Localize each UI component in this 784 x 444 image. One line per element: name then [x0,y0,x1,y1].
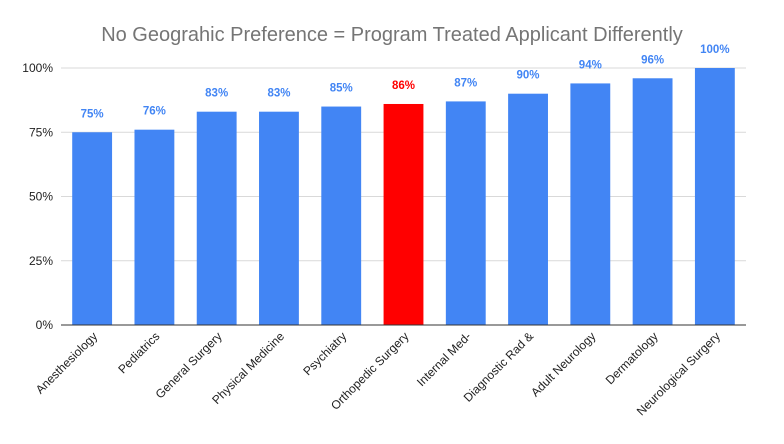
y-tick-label: 100% [22,61,53,75]
bar [383,103,424,325]
x-tick-label: Internal Med- [414,329,474,389]
data-label: 87% [454,77,477,89]
x-tick-label: Adult Neurology [528,329,598,399]
x-tick-label: General Surgery [153,329,225,401]
data-label: 85% [330,83,353,95]
y-tick-label: 50% [29,190,53,204]
bar [259,111,299,325]
data-label: 94% [579,59,602,71]
x-tick-label: Anesthesiology [33,329,100,396]
data-label: 83% [205,88,228,100]
bar [632,78,673,325]
bars [72,68,735,325]
bar [196,111,237,325]
bar [445,101,486,325]
data-label: 75% [81,108,104,120]
data-labels: 75% 76% 83% 83% 85% 86% 87% 90% 94% 96% 100% [81,44,730,120]
chart-title: No Geograhic Preference = Program Treate… [101,24,683,46]
bar [321,106,362,325]
data-label: 90% [517,70,540,82]
x-tick-label: Pediatrics [115,329,162,376]
x-tick-label: Dermatology [603,329,661,387]
y-tick-label: 25% [29,254,53,268]
bar [72,132,113,325]
data-label: 76% [143,106,166,118]
y-axis-ticks: 0% 25% 50% 75% 100% [22,61,53,332]
bar [570,83,611,325]
y-tick-label: 0% [36,318,54,332]
data-label: 83% [267,88,290,100]
y-tick-label: 75% [29,125,53,139]
data-label: 96% [641,54,664,66]
bar [134,129,175,325]
bar [508,93,548,325]
bar [694,68,735,325]
data-label: 86% [392,80,415,92]
x-tick-label: Psychiatry [300,329,349,378]
data-label: 100% [700,44,729,56]
